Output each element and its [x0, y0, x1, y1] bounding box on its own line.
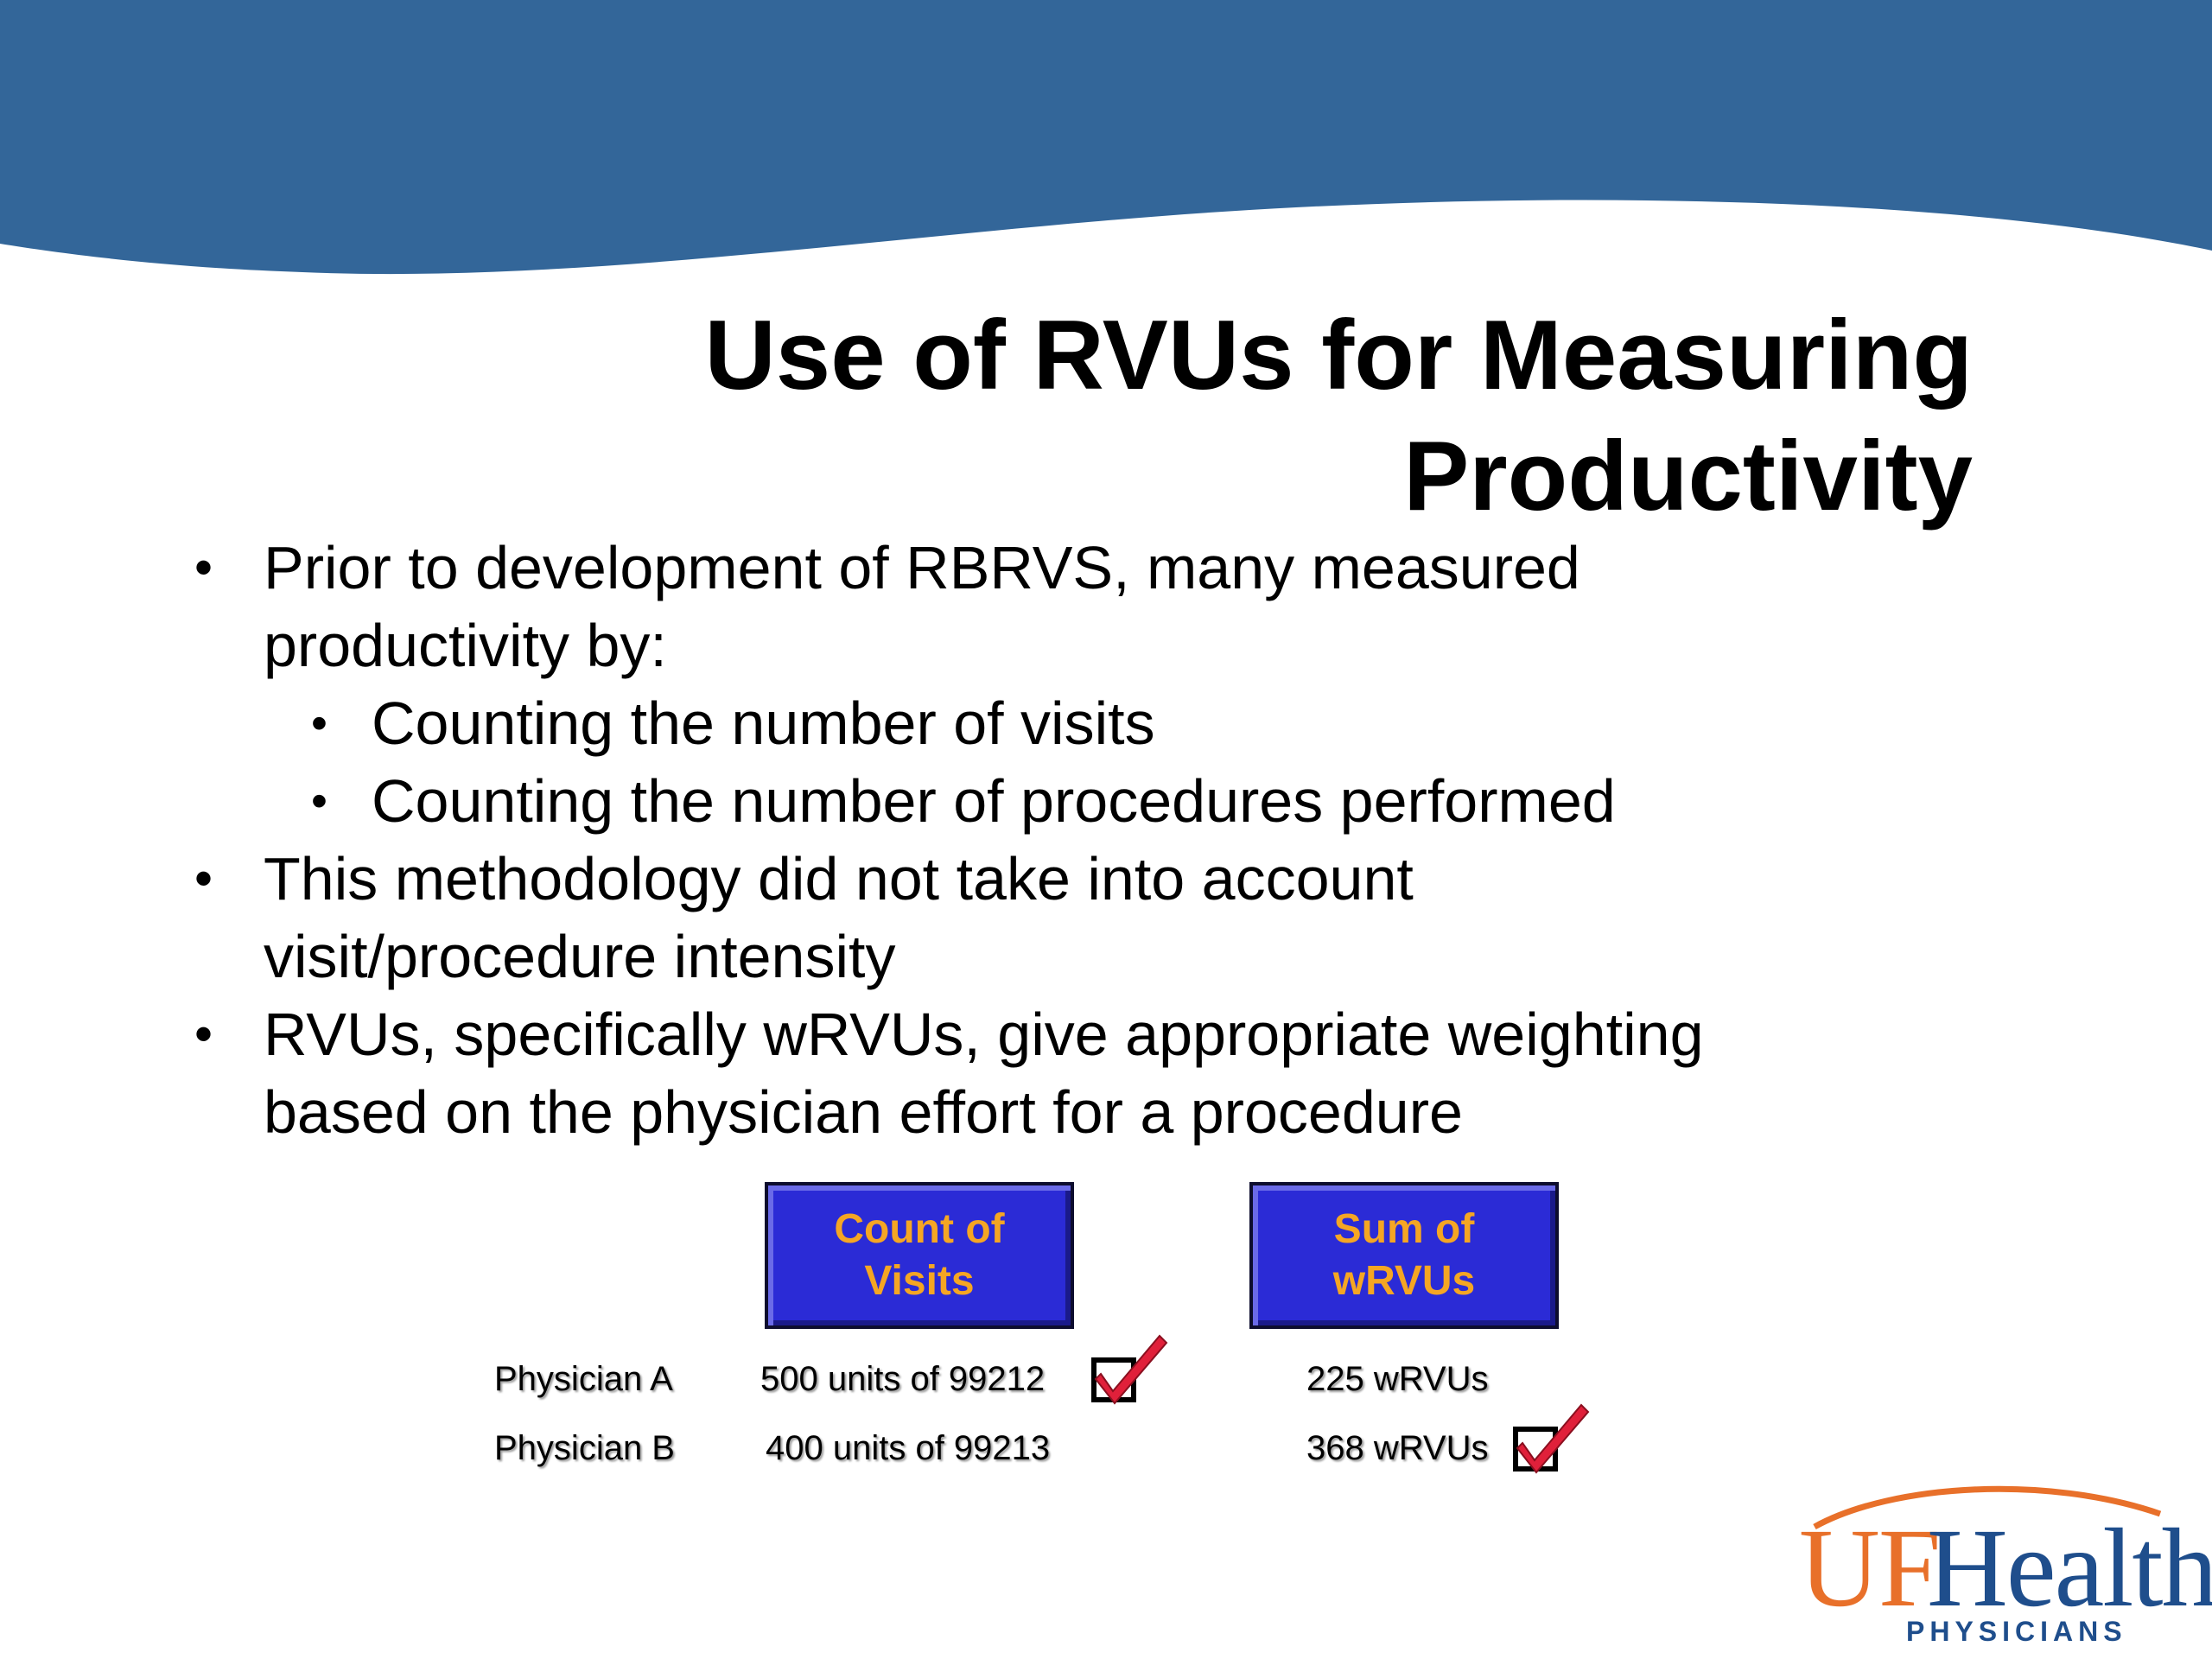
header-line: Count of — [834, 1206, 1005, 1252]
sub-bullet-dot: • — [311, 775, 327, 827]
header-wave-band — [0, 0, 2212, 275]
bullet-text-line: Prior to development of RBRVS, many meas… — [264, 534, 1580, 601]
bullet-dot: • — [194, 1005, 213, 1063]
header-line: wRVUs — [1332, 1258, 1476, 1304]
sub-bullet-dot: • — [311, 697, 327, 749]
physician-a-label: Physician A — [494, 1360, 673, 1398]
physician-a-wrvus: 225 wRVUs — [1306, 1360, 1489, 1398]
sum-of-wrvus-header: Sum of wRVUs — [1249, 1182, 1559, 1329]
sub-bullet-text: Counting the number of visits — [372, 690, 1155, 757]
slide-title: Use of RVUs for Measuring Productivity — [331, 296, 1973, 537]
checkbox-checked-icon — [1091, 1334, 1168, 1405]
physician-a-visits: 500 units of 99212 — [760, 1360, 1046, 1398]
bullet-item: • This methodology did not take into acc… — [194, 840, 2052, 995]
physician-b-visits: 400 units of 99213 — [766, 1429, 1051, 1467]
bullet-text-line: based on the physician effort for a proc… — [264, 1078, 1463, 1146]
logo-physicians-text: PHYSICIANS — [1906, 1616, 2127, 1647]
bullet-list: • Prior to development of RBRVS, many me… — [194, 529, 2052, 1151]
count-of-visits-header: Count of Visits — [765, 1182, 1074, 1329]
bullet-text-line: RVUs, specifically wRVUs, give appropria… — [264, 1001, 1704, 1068]
bullet-item: • Prior to development of RBRVS, many me… — [194, 529, 2052, 684]
uf-health-logo: UF Health PHYSICIANS — [1789, 1479, 2212, 1652]
bullet-dot: • — [194, 538, 213, 596]
logo-arc-icon — [1813, 1485, 2162, 1530]
title-line-1: Use of RVUs for Measuring — [704, 301, 1973, 410]
logo-uf-text: UF — [1799, 1506, 1941, 1630]
sub-bullet-item: • Counting the number of visits — [194, 684, 2052, 762]
bullet-text-line: productivity by: — [264, 612, 667, 679]
title-line-2: Productivity — [1403, 422, 1973, 531]
checkbox-checked-icon — [1513, 1403, 1590, 1474]
header-line: Visits — [864, 1258, 975, 1304]
header-line: Sum of — [1333, 1206, 1475, 1252]
bullet-text-line: visit/procedure intensity — [264, 923, 896, 990]
logo-health-text: Health — [1927, 1506, 2212, 1630]
sub-bullet-item: • Counting the number of procedures perf… — [194, 762, 2052, 840]
physician-b-wrvus: 368 wRVUs — [1306, 1429, 1489, 1467]
sub-bullet-text: Counting the number of procedures perfor… — [372, 767, 1616, 835]
bullet-dot: • — [194, 849, 213, 907]
bullet-item: • RVUs, specifically wRVUs, give appropr… — [194, 995, 2052, 1151]
physician-b-label: Physician B — [494, 1429, 675, 1467]
bullet-text-line: This methodology did not take into accou… — [264, 845, 1414, 912]
